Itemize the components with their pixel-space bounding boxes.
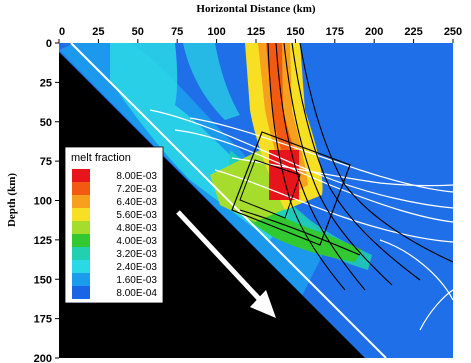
x-tick-label: 50 [132,26,144,38]
y-tick-label: 150 [34,274,52,286]
legend-title: melt fraction [71,152,131,164]
legend-label: 5.60E-03 [116,210,157,221]
x-tick-label: 250 [444,26,462,38]
y-tick-label: 0 [46,38,52,50]
slab-motion-arrow [176,210,276,318]
legend-label: 6.40E-03 [116,197,157,208]
x-tick-label: 100 [207,26,225,38]
legend-swatch [72,234,90,247]
y-tick-label: 100 [34,196,52,208]
plume-core-red [269,150,299,200]
x-tick-label: 75 [171,26,183,38]
legend-swatch [72,169,90,182]
legend-swatch [72,221,90,234]
x-tick-label: 175 [326,26,344,38]
y-tick-label: 200 [34,353,52,363]
tilted-box-inner [239,159,301,219]
legend-label: 2.40E-03 [116,262,157,273]
legend-label: 1.60E-03 [116,275,157,286]
legend-swatch [72,273,90,286]
tilted-box-outer [231,131,351,246]
y-axis-title: Depth (km) [6,173,18,227]
x-tick-label: 125 [247,26,265,38]
x-axis-title: Horizontal Distance (km) [196,3,315,15]
legend-label: 8.00E-03 [116,171,157,182]
melt-field [59,43,372,300]
legend-swatch [72,208,90,221]
x-tick-label: 200 [365,26,383,38]
streamlines-white [149,109,453,331]
x-tick-label: 0 [59,26,65,38]
y-tick-label: 50 [40,117,52,129]
slab-top-surface [70,43,387,358]
y-tick-label: 75 [40,156,52,168]
streamlines-black [239,43,453,291]
legend-label: 8.00E-04 [116,288,157,299]
upper-plume [183,43,240,120]
x-tick-label: 25 [92,26,104,38]
y-tick-label: 125 [34,235,52,247]
x-tick-label: 225 [404,26,422,38]
x-tick-label: 150 [286,26,304,38]
x-axis-ticks: 0 25 50 75 100 125 150 175 200 225 250 [58,26,462,43]
legend-label: 7.20E-03 [116,184,157,195]
legend-swatch [72,247,90,260]
legend-label: 4.00E-03 [116,236,157,247]
y-tick-label: 25 [40,77,52,89]
plume-red-orange [266,43,300,185]
legend-swatch [72,195,90,208]
legend-swatch [72,260,90,273]
legend-label: 3.20E-03 [116,249,157,260]
legend-swatch [72,286,90,299]
legend-swatch [72,182,90,195]
y-axis-ticks: 0 25 50 75 100 125 150 175 200 [34,38,59,363]
y-tick-label: 175 [34,314,52,326]
plot-area [59,43,453,358]
legend-label: 4.80E-03 [116,223,157,234]
melt-fraction-legend: melt fraction 8.00E-03 7.20E-03 6.40E-03 5.… [64,146,164,304]
